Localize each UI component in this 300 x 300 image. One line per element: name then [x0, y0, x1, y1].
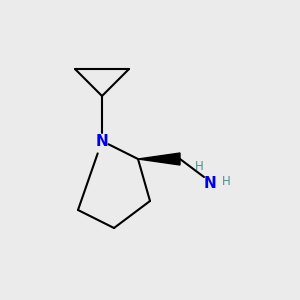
Text: H: H [195, 160, 204, 173]
Polygon shape [138, 153, 180, 165]
Text: N: N [204, 176, 216, 190]
Text: H: H [222, 175, 231, 188]
Text: N: N [96, 134, 108, 148]
